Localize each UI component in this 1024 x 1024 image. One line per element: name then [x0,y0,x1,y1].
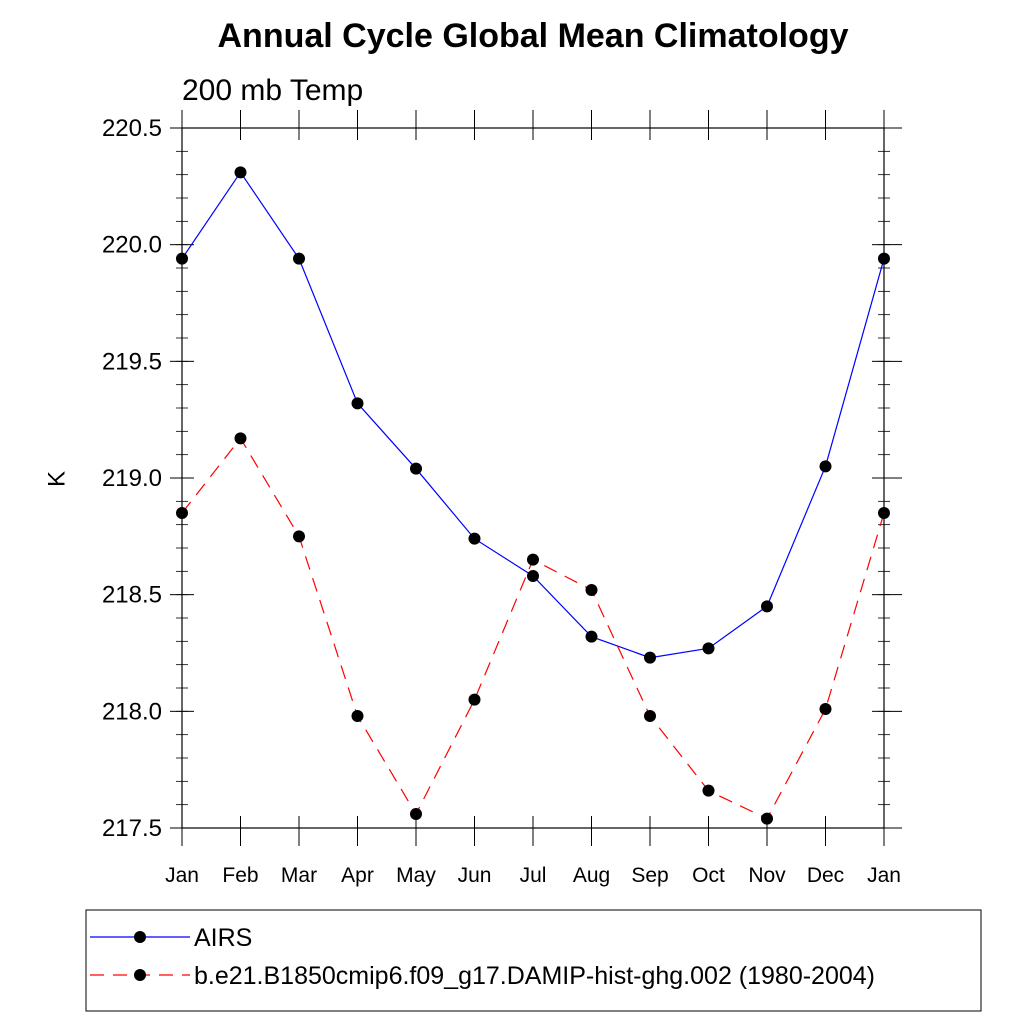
y-tick-label: 219.0 [102,465,162,492]
data-point-series-1 [585,584,598,596]
x-tick-label: Apr [341,864,374,887]
legend-label-airs: AIRS [194,924,252,952]
data-point-series-1 [351,710,364,722]
data-point-series-1 [761,812,773,825]
data-point-series-1 [527,553,539,566]
series-lines [181,171,885,820]
y-tick-label: 220.5 [102,115,162,142]
x-tick-label: Oct [692,864,725,887]
data-point-series-0 [527,570,539,582]
legend-marker-model [134,969,146,981]
y-axis-label: K [43,471,70,487]
data-point-series-0 [176,252,188,265]
x-tick-label: Aug [573,864,610,887]
x-tick-label: Nov [748,864,786,887]
legend: AIRS b.e21.B1850cmip6.f09_g17.DAMIP-hist… [85,909,982,1012]
y-tick-label: 220.0 [102,232,162,259]
x-tick-label: May [396,864,436,887]
x-tick-label: Mar [281,864,317,887]
data-point-series-0 [878,252,890,265]
x-tick-label: Jan [867,864,901,887]
data-point-series-1 [293,530,305,543]
data-point-series-0 [234,166,247,179]
data-point-series-1 [702,784,715,797]
y-tick-label: 219.5 [102,348,162,375]
data-point-series-0 [351,397,364,410]
data-point-series-1 [410,808,422,820]
data-point-series-0 [468,532,481,545]
series-line-0 [181,171,885,659]
x-tick-label: Sep [631,864,668,887]
legend-box [85,909,982,1012]
data-point-series-1 [644,710,656,722]
data-point-series-0 [644,651,656,664]
data-point-series-1 [468,693,481,706]
series-line-1 [181,437,885,820]
data-point-series-0 [702,642,715,655]
x-tick-label: Dec [807,864,844,887]
chart-subtitle: 200 mb Temp [182,74,363,107]
axis-ticks [170,110,902,846]
y-tick-label: 218.0 [102,698,162,725]
data-point-series-1 [819,703,832,715]
data-point-series-1 [878,507,890,519]
data-point-series-0 [410,462,422,475]
series-markers [176,166,890,825]
x-tick-label: Jun [458,864,492,887]
legend-marker-airs [134,931,146,943]
data-point-series-0 [293,252,305,265]
chart-title: Annual Cycle Global Mean Climatology [218,17,849,55]
plot-frame [181,127,885,829]
y-tick-label: 218.5 [102,582,162,609]
x-tick-label: Feb [222,864,258,887]
y-tick-label: 217.5 [102,815,162,842]
legend-label-model: b.e21.B1850cmip6.f09_g17.DAMIP-hist-ghg.… [194,962,875,990]
data-point-series-1 [234,432,247,445]
x-tick-label: Jul [520,864,547,887]
data-point-series-0 [819,460,832,473]
x-tick-label: Jan [165,864,199,887]
data-point-series-0 [761,600,773,613]
tick-labels: 217.5 218.0 218.5 219.0 219.5 220.0 220.5 Jan Fe… [102,115,901,887]
data-point-series-0 [585,630,598,643]
data-point-series-1 [176,507,188,519]
